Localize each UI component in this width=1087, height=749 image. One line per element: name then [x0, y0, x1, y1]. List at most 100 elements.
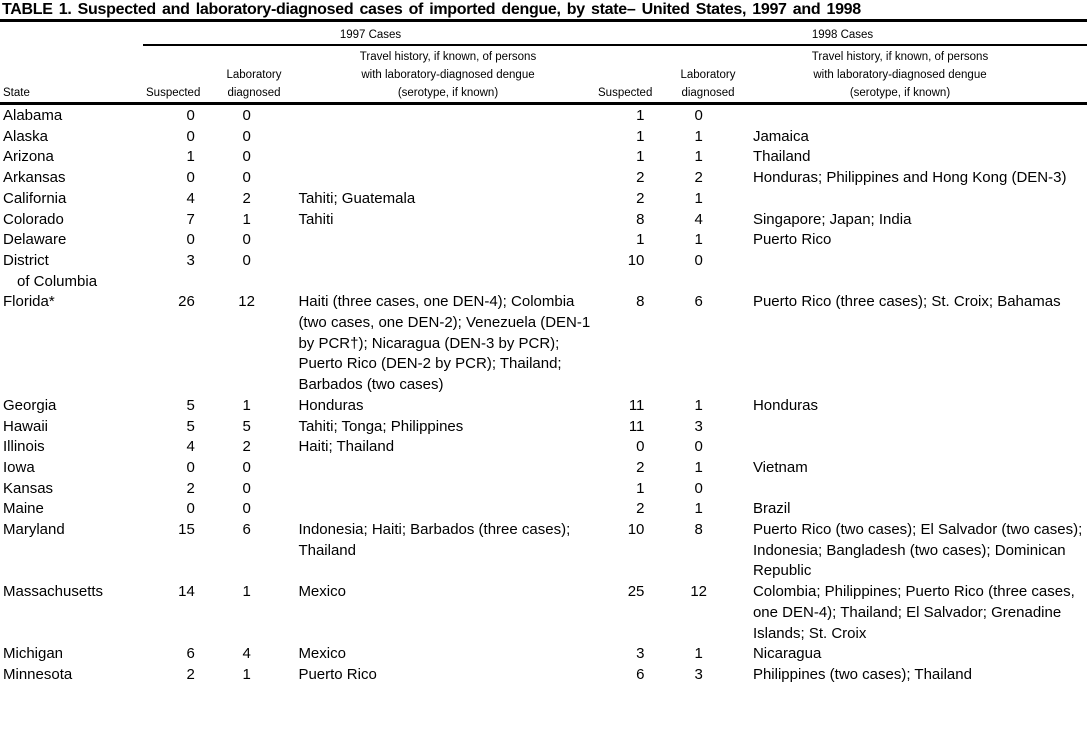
suspected-1997-cell: 14	[178, 583, 195, 601]
lab-diagnosed-1997-cell: 0	[242, 107, 251, 124]
group-header-1997: 1997 Cases	[339, 29, 402, 41]
lab-diagnosed-1997-cell: 2	[242, 189, 251, 207]
suspected-1998-cell: 11	[628, 417, 645, 435]
state-cell: Florida*	[3, 293, 55, 311]
table-row: Minnesota 2 1 Puerto Rico 6 3 Philippines (two…	[0, 665, 1087, 686]
travel-history-1998-cell: Puerto Rico (three cases); St. Croix; Ba…	[752, 293, 1061, 311]
travel-history-1997-cell	[298, 127, 594, 148]
suspected-1998-cell: 11	[628, 396, 645, 414]
travel-history-1998-cell: Singapore; Japan; India	[752, 210, 912, 228]
lab-diagnosed-1998-cell: 1	[694, 189, 703, 207]
suspected-1998-cell: 2	[636, 458, 645, 476]
travel-history-1997-cell: Indonesia; Haiti; Barbados (three cases)…	[298, 521, 571, 559]
header-suspected-1997: Suspected	[146, 87, 201, 99]
travel-history-1998-cell	[753, 437, 1087, 458]
state-cell: Arizona	[3, 148, 54, 166]
top-rule	[0, 19, 1087, 22]
lab-diagnosed-1997-cell: 2	[242, 438, 251, 456]
header-travel-line1: Travel history, if known, of persons	[811, 51, 989, 63]
suspected-1997-cell: 26	[178, 293, 195, 311]
suspected-1997-cell: 0	[186, 107, 195, 124]
travel-history-1997-cell: Tahiti	[298, 210, 334, 228]
lab-diagnosed-1998-cell: 4	[694, 210, 703, 228]
lab-diagnosed-1997-cell: 0	[242, 500, 251, 518]
state-cell: Minnesota	[3, 665, 73, 683]
travel-history-1997-cell	[298, 458, 594, 479]
travel-history-1997-cell: Tahiti; Tonga; Philippines	[298, 417, 464, 435]
table-row: Kansas 2 0 1 0	[0, 479, 1087, 500]
table-row: Massachusetts 14 1 Mexico 25 12 Colombia; Phil…	[0, 582, 1087, 644]
suspected-1997-cell: 4	[186, 189, 195, 207]
header-travel-line2: with laboratory-diagnosed dengue	[361, 69, 535, 81]
suspected-1997-cell: 0	[186, 169, 195, 187]
travel-history-1997-cell: Mexico	[298, 583, 346, 601]
state-cell: Maryland	[3, 521, 65, 539]
state-cell: Delaware	[3, 231, 67, 249]
lab-diagnosed-1997-cell: 6	[242, 521, 251, 539]
travel-history-1997-cell	[298, 251, 594, 292]
suspected-1998-cell: 25	[627, 583, 645, 601]
header-suspected-1998: Suspected	[598, 87, 653, 99]
travel-history-1998-cell: Honduras; Philippines and Hong Kong (DEN…	[752, 169, 1067, 187]
header-lab-line2: diagnosed	[681, 87, 735, 99]
table-row: Michigan 6 4 Mexico 3 1 Nicaragua	[0, 644, 1087, 665]
lab-diagnosed-1998-cell: 12	[690, 583, 708, 601]
suspected-1998-cell: 2	[636, 169, 645, 187]
lab-diagnosed-1998-cell: 1	[694, 231, 703, 249]
header-travel-line3: (serotype, if known)	[849, 87, 951, 99]
group-header-1998: 1998 Cases	[811, 29, 874, 41]
travel-history-1997-cell	[298, 147, 594, 168]
suspected-1997-cell: 0	[186, 127, 195, 145]
suspected-1998-cell: 10	[627, 521, 645, 539]
state-cell: Illinois	[3, 438, 45, 456]
suspected-1997-cell: 15	[178, 521, 195, 539]
state-cell: Alabama	[3, 107, 63, 124]
lab-diagnosed-1997-cell: 0	[242, 169, 251, 187]
header-travel-line3: (serotype, if known)	[397, 87, 499, 99]
travel-history-1998-cell: Brazil	[752, 500, 791, 518]
lab-diagnosed-1998-cell: 3	[694, 665, 703, 683]
lab-diagnosed-1997-cell: 1	[242, 210, 251, 228]
travel-history-1998-cell	[753, 479, 1087, 500]
header-state: State	[3, 87, 30, 99]
lab-diagnosed-1997-cell: 0	[242, 251, 251, 269]
header-travel-1997: Travel history, if known, of persons wit…	[298, 48, 598, 102]
state-cell: District of Columbia	[3, 251, 98, 290]
table-row: Florida* 26 12 Haiti (three cases, one DEN-…	[0, 292, 1087, 396]
suspected-1998-cell: 2	[636, 189, 645, 207]
state-cell: Kansas	[3, 479, 54, 497]
suspected-1997-cell: 5	[186, 396, 195, 414]
travel-history-1998-cell: Philippines (two cases); Thailand	[752, 665, 972, 683]
travel-history-1998-cell: Jamaica	[752, 127, 809, 145]
state-cell: Massachusetts	[3, 583, 104, 601]
header-travel-line1: Travel history, if known, of persons	[359, 51, 537, 63]
travel-history-1998-cell: Colombia; Philippines; Puerto Rico (thre…	[752, 583, 1075, 642]
travel-history-1998-cell	[753, 251, 1087, 292]
lab-diagnosed-1997-cell: 4	[242, 645, 251, 663]
travel-history-1998-cell	[753, 189, 1087, 210]
travel-history-1997-cell: Haiti; Thailand	[298, 438, 395, 456]
lab-diagnosed-1997-cell: 1	[242, 583, 251, 601]
state-cell: Hawaii	[3, 417, 49, 435]
travel-history-1997-cell: Haiti (three cases, one DEN-4); Colombia…	[298, 293, 591, 394]
suspected-1997-cell: 4	[186, 438, 195, 456]
travel-history-1998-cell: Puerto Rico	[752, 231, 832, 249]
suspected-1998-cell: 3	[636, 645, 645, 663]
lab-diagnosed-1998-cell: 1	[694, 396, 703, 414]
header-lab-line2: diagnosed	[227, 87, 281, 99]
table-row: Maryland 15 6 Indonesia; Haiti; Barbados (t…	[0, 520, 1087, 582]
header-travel-line2: with laboratory-diagnosed dengue	[813, 69, 987, 81]
suspected-1997-cell: 7	[186, 210, 195, 228]
lab-diagnosed-1997-cell: 0	[242, 479, 251, 497]
lab-diagnosed-1997-cell: 0	[242, 458, 251, 476]
lab-diagnosed-1998-cell: 3	[694, 417, 703, 435]
lab-diagnosed-1998-cell: 1	[694, 148, 703, 166]
lab-diagnosed-1997-cell: 0	[242, 148, 251, 166]
table-row: Hawaii 5 5 Tahiti; Tonga; Philippines 11 3	[0, 417, 1087, 438]
lab-diagnosed-1997-cell: 1	[242, 396, 251, 414]
suspected-1998-cell: 1	[636, 107, 645, 124]
suspected-1997-cell: 3	[186, 251, 195, 269]
state-cell: Maine	[3, 500, 44, 518]
travel-history-1997-cell	[298, 106, 594, 127]
travel-history-1998-cell: Vietnam	[752, 458, 808, 476]
